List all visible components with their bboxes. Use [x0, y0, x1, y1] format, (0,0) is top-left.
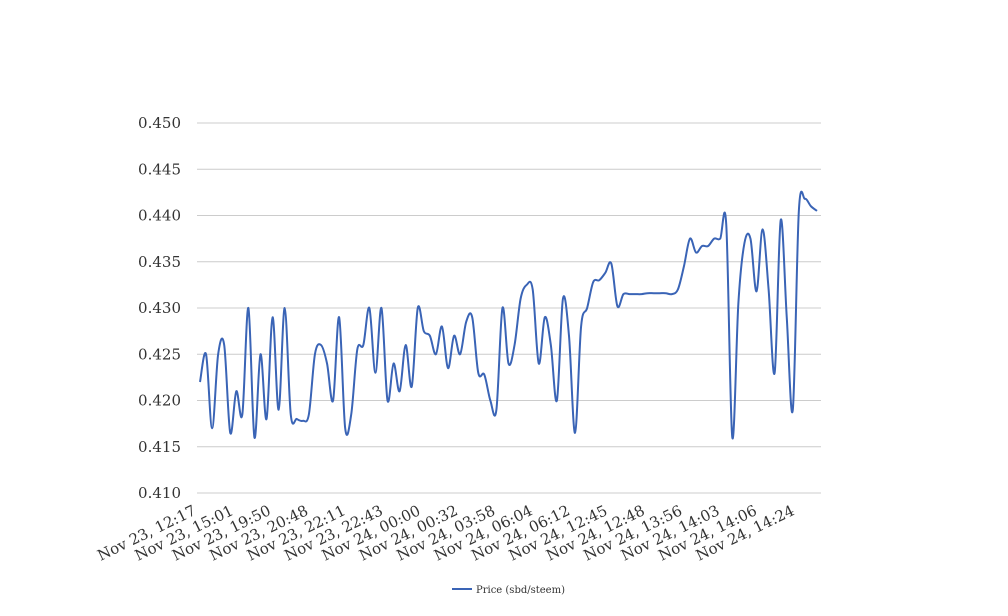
y-tick-label: 0.445 — [138, 160, 181, 178]
legend: Price (sbd/steem) — [452, 585, 565, 596]
y-tick-label: 0.450 — [138, 114, 181, 132]
y-tick-label: 0.435 — [138, 253, 181, 271]
series-line-price — [199, 190, 818, 440]
gridlines — [197, 122, 821, 494]
y-tick-label: 0.415 — [138, 438, 181, 456]
y-axis-tick-labels: 0.410 0.415 0.420 0.425 0.430 0.435 0.440 0.445… — [138, 114, 181, 502]
y-tick-label: 0.440 — [138, 207, 181, 225]
y-tick-label: 0.430 — [138, 299, 181, 317]
legend-label: Price (sbd/steem) — [476, 585, 565, 596]
y-tick-label: 0.425 — [138, 345, 181, 363]
y-tick-label: 0.420 — [138, 392, 181, 410]
series-lines — [199, 190, 818, 440]
y-tick-label: 0.410 — [138, 484, 181, 502]
